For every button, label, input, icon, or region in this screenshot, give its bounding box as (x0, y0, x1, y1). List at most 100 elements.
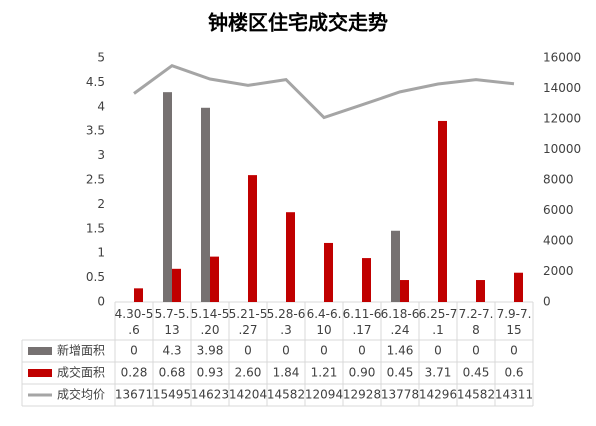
x-tick-label-line: 5.21-5 (229, 307, 268, 321)
y2-tick-label: 12000 (543, 112, 581, 126)
x-tick-label-line: 10 (316, 323, 331, 337)
x-tick-label: 4.30-5 .6 (115, 307, 154, 337)
bar (134, 288, 143, 302)
table-cell: 0 (510, 344, 518, 358)
x-tick-label-line: 13 (164, 323, 179, 337)
y2-tick-label: 4000 (543, 234, 574, 248)
table-cell: 0.28 (121, 366, 148, 380)
table-cell: 0 (130, 344, 138, 358)
y-tick-label: 2 (97, 197, 105, 211)
table-cell: 0 (244, 344, 252, 358)
y-tick-label: 1.5 (86, 221, 105, 235)
x-tick-label-line: .27 (238, 323, 257, 337)
bar (324, 242, 333, 302)
chart-title: 钟楼区住宅成交走势 (208, 11, 388, 35)
legend-key (28, 347, 52, 355)
bar (514, 272, 523, 302)
table-cell: 14582 (267, 388, 305, 402)
table-cell: 0 (320, 344, 328, 358)
y-tick-label: 3.5 (86, 124, 105, 138)
table-cell: 0 (282, 344, 290, 358)
y2-tick-label: 10000 (543, 142, 581, 156)
table-cell: 12928 (343, 388, 381, 402)
table-cell: 3.71 (425, 366, 452, 380)
x-tick-label: 5.28-6 .3 (267, 307, 306, 337)
bar (438, 120, 447, 303)
x-tick-label-line: 7.9-7. (497, 307, 532, 321)
x-tick-label-line: .24 (390, 323, 409, 337)
y-tick-label: 1 (97, 246, 105, 260)
x-tick-label-line: 6.18-6 (381, 307, 420, 321)
table-cell: 4.3 (162, 344, 181, 358)
x-tick-label-line: .3 (280, 323, 291, 337)
y2-tick-label: 14000 (543, 81, 581, 95)
table-cell: 13671 (115, 388, 153, 402)
table-cell: 0.45 (387, 366, 414, 380)
y-tick-label: 4.5 (86, 75, 105, 89)
y2-tick-label: 6000 (543, 203, 574, 217)
y2-tick-label: 16000 (543, 51, 581, 65)
x-tick-label: 5.21-5 .27 (229, 307, 268, 337)
table-cell: 0.45 (463, 366, 490, 380)
x-tick-label-line: .17 (352, 323, 371, 337)
x-tick-label-line: 5.14-5 (191, 307, 230, 321)
table-cell: 0.6 (504, 366, 523, 380)
table-cell: 1.84 (273, 366, 300, 380)
x-tick-label-line: 5.28-6 (267, 307, 306, 321)
y-tick-label: 4 (97, 99, 105, 113)
x-tick-label-line: .6 (128, 323, 139, 337)
line (133, 64, 515, 120)
x-tick-label-line: 6.11-6 (343, 307, 382, 321)
table-cell: 13778 (381, 388, 419, 402)
table-cell: 14296 (419, 388, 457, 402)
bar (362, 258, 371, 302)
x-tick-label-line: 7.2-7. (459, 307, 494, 321)
x-tick-label: 6.11-6 .17 (343, 307, 382, 337)
table-cell: 2.60 (235, 366, 262, 380)
bar (286, 212, 295, 302)
x-tick-label-line: 8 (472, 323, 480, 337)
x-tick-label-line: .20 (200, 323, 219, 337)
table-cell: 1.46 (387, 344, 414, 358)
table-cell: 0.93 (197, 366, 224, 380)
bar (210, 256, 219, 302)
bar (172, 268, 181, 302)
table-cell: 0.90 (349, 366, 376, 380)
x-tick-label-line: 4.30-5 (115, 307, 154, 321)
y-tick-label: 3 (97, 148, 105, 162)
legend-label: 成交均价 (57, 387, 105, 402)
y2-tick-label: 2000 (543, 264, 574, 278)
table-cell: 15495 (153, 388, 191, 402)
bar (400, 280, 409, 302)
bar (163, 92, 172, 302)
x-tick-label-line: 6.25-7 (419, 307, 458, 321)
table-cell: 14582 (457, 388, 495, 402)
x-tick-label-line: .1 (432, 323, 443, 337)
data-table (21, 302, 534, 407)
y2-tick-label: 0 (543, 295, 551, 309)
legend-key (28, 369, 52, 377)
bar (248, 175, 257, 302)
table-cell: 14311 (495, 388, 533, 402)
x-tick-label: 5.7-5. 13 (155, 307, 190, 337)
table-cell: 0.68 (159, 366, 186, 380)
x-tick-label: 7.9-7. 15 (497, 307, 532, 337)
table-cell: 1.21 (311, 366, 338, 380)
table-cell: 14204 (229, 388, 267, 402)
x-tick-label: 6.18-6 .24 (381, 307, 420, 337)
x-tick-label-line: 6.4-6. (307, 307, 342, 321)
x-tick-label: 6.4-6. 10 (307, 307, 342, 337)
table-cell: 3.98 (197, 344, 224, 358)
x-tick-label: 6.25-7 .1 (419, 307, 458, 337)
table-cell: 0 (358, 344, 366, 358)
y-tick-label: 5 (97, 51, 105, 65)
bar (391, 230, 400, 302)
table-cell: 0 (472, 344, 480, 358)
y-tick-label: 0.5 (86, 270, 105, 284)
bar (201, 107, 210, 302)
x-tick-label: 5.14-5 .20 (191, 307, 230, 337)
x-tick-label: 7.2-7. 8 (459, 307, 494, 337)
table-cell: 12094 (305, 388, 343, 402)
bar (476, 280, 485, 302)
